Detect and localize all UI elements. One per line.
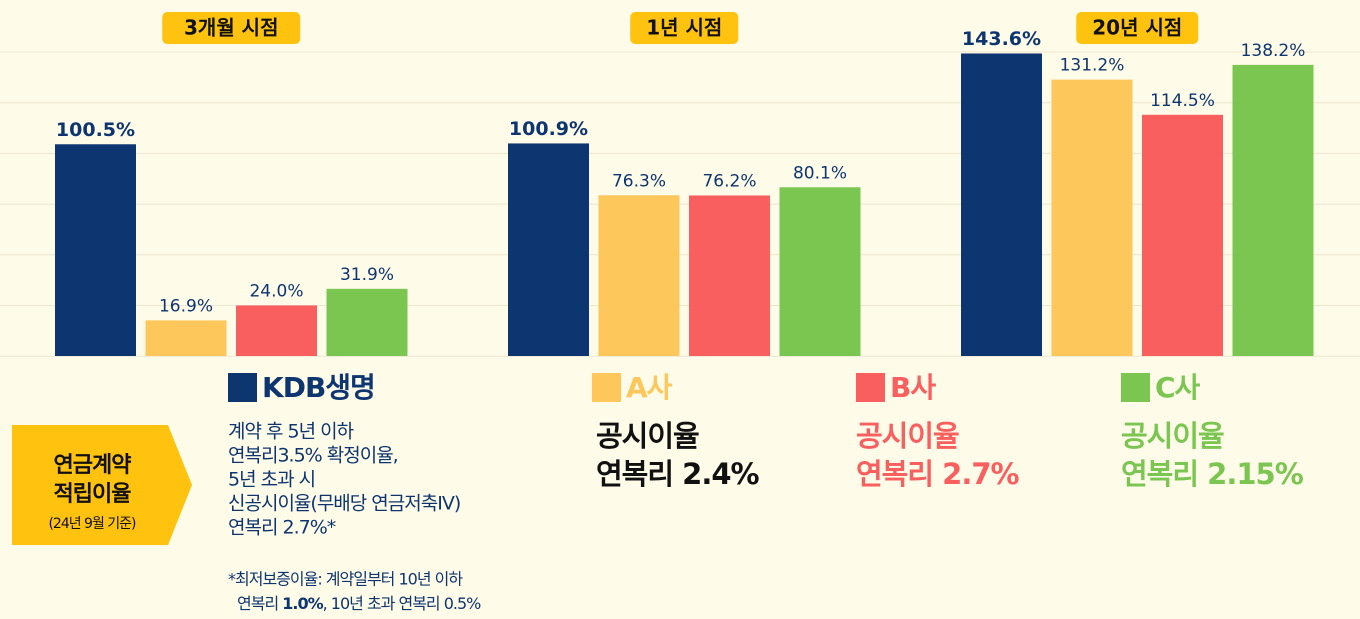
value-label: 24.0% <box>249 281 303 301</box>
legend-label: A사 <box>626 371 673 404</box>
description: 신공시이율(무배당 연금저축IV) <box>228 493 460 515</box>
description: 연복리3.5% 확정이율, <box>228 445 398 467</box>
bar <box>508 143 589 356</box>
category-badge <box>630 12 739 44</box>
bar <box>1051 79 1133 356</box>
badge-title: 연금계약 <box>54 453 132 478</box>
note-part: 1.0% <box>282 594 323 613</box>
badge-shape <box>12 425 192 545</box>
description: 공시이율 <box>596 419 699 453</box>
x-tick-label: 1년 시점 <box>646 16 722 40</box>
note: *최저보증이율: 계약일부터 10년 이하 <box>228 570 463 589</box>
value-label: 16.9% <box>159 296 213 316</box>
bar <box>145 320 227 356</box>
note-part: 연복리 <box>237 594 282 613</box>
value-label: 114.5% <box>1150 91 1215 111</box>
description: 연복리 2.7% <box>856 457 1020 491</box>
value-label: 100.9% <box>509 118 588 140</box>
value-label: 76.2% <box>702 171 756 191</box>
bar <box>598 195 680 356</box>
value-label: 143.6% <box>962 28 1041 50</box>
bar <box>55 144 136 356</box>
description: 계약 후 5년 이하 <box>228 421 354 443</box>
bar <box>779 187 861 356</box>
description: 공시이율 <box>856 419 959 453</box>
legend-swatch <box>1121 373 1150 402</box>
value-label: 138.2% <box>1241 41 1306 61</box>
value-label: 31.9% <box>340 265 394 285</box>
bar <box>961 53 1042 356</box>
badge-subtitle: (24년 9월 기준) <box>48 516 136 532</box>
value-label: 80.1% <box>793 163 847 183</box>
badge-title: 적립이율 <box>54 482 132 507</box>
note-part: , 10년 초과 연복리 0.5% <box>323 594 482 613</box>
category-badge <box>162 12 301 44</box>
bar <box>236 305 317 356</box>
category-badge <box>1076 12 1199 44</box>
legend-label: C사 <box>1155 371 1201 404</box>
bar <box>1232 64 1314 356</box>
bar <box>326 288 408 356</box>
bar <box>689 195 770 356</box>
description: 5년 초과 시 <box>228 469 315 491</box>
description: 연복리 2.4% <box>596 457 760 491</box>
legend-label: B사 <box>890 371 936 404</box>
legend-swatch <box>592 373 621 402</box>
value-label: 100.5% <box>56 119 135 141</box>
legend-swatch <box>228 373 257 402</box>
legend-label: KDB생명 <box>262 371 375 404</box>
value-label: 76.3% <box>612 171 666 191</box>
legend-swatch <box>856 373 885 402</box>
description: 연복리 2.7%* <box>228 517 336 539</box>
x-tick-label: 3개월 시점 <box>184 16 278 40</box>
description: 공시이율 <box>1121 419 1224 453</box>
x-tick-label: 20년 시점 <box>1092 16 1182 40</box>
note: 연복리 1.0%, 10년 초과 연복리 0.5% <box>237 594 481 613</box>
value-label: 131.2% <box>1060 56 1125 76</box>
description: 연복리 2.15% <box>1121 457 1304 491</box>
bar <box>1142 114 1223 356</box>
